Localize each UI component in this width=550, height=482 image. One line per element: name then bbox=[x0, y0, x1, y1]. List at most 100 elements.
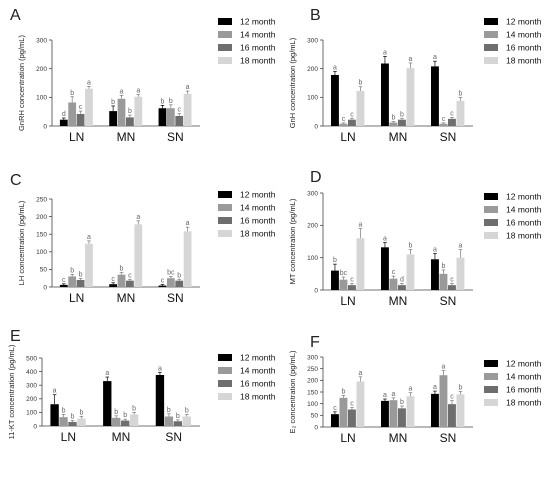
legend-label: 14 month bbox=[240, 30, 276, 40]
significance-label: c bbox=[392, 269, 396, 276]
y-tick-label: 200 bbox=[307, 378, 318, 385]
bar bbox=[59, 284, 68, 287]
significance-label: d bbox=[62, 111, 66, 118]
legend-label: 18 month bbox=[506, 56, 542, 66]
legend-swatch bbox=[218, 380, 232, 387]
category-label: SN bbox=[167, 130, 184, 144]
legend-label: 18 month bbox=[506, 231, 542, 241]
significance-label: b bbox=[458, 385, 462, 392]
legend-label: 16 month bbox=[506, 43, 542, 53]
legend-swatch bbox=[218, 57, 232, 64]
significance-label: a bbox=[53, 388, 57, 395]
panel-label-a: A bbox=[10, 7, 21, 24]
significance-label: a bbox=[441, 364, 445, 371]
significance-label: c bbox=[442, 116, 446, 123]
significance-label: b bbox=[167, 407, 171, 414]
significance-label: c bbox=[350, 277, 354, 284]
significance-label: b bbox=[341, 389, 345, 396]
y-tick-label: 0 bbox=[33, 423, 37, 430]
legend-label: 16 month bbox=[240, 43, 276, 53]
bar bbox=[398, 119, 406, 126]
legend-swatch bbox=[218, 191, 232, 198]
bar bbox=[129, 414, 139, 426]
y-tick-label: 300 bbox=[26, 383, 37, 390]
bar bbox=[59, 119, 68, 126]
legend-swatch bbox=[484, 193, 498, 200]
legend-swatch bbox=[484, 232, 498, 239]
bar bbox=[158, 285, 167, 287]
bar bbox=[356, 381, 365, 427]
y-tick-label: 0 bbox=[43, 123, 47, 130]
legend-swatch bbox=[218, 230, 232, 237]
legend-swatch bbox=[484, 386, 498, 393]
significance-label: b bbox=[111, 99, 115, 106]
significance-label: b bbox=[161, 98, 165, 105]
significance-label: b bbox=[333, 257, 337, 264]
y-tick-label: 100 bbox=[307, 255, 318, 262]
bar bbox=[68, 276, 77, 287]
bar bbox=[166, 278, 175, 287]
bar bbox=[406, 254, 415, 290]
bar bbox=[448, 118, 456, 126]
significance-label: b bbox=[391, 114, 395, 121]
significance-label: b bbox=[71, 414, 75, 421]
category-label: SN bbox=[165, 430, 182, 444]
significance-label: a bbox=[136, 214, 140, 221]
bar bbox=[68, 102, 77, 126]
panel-label-e: E bbox=[10, 328, 21, 345]
legend-swatch bbox=[218, 31, 232, 38]
significance-label: c bbox=[450, 110, 454, 117]
bar bbox=[381, 247, 389, 290]
significance-label: c bbox=[450, 394, 454, 401]
significance-label: a bbox=[433, 384, 437, 391]
legend-label: 14 month bbox=[240, 366, 276, 376]
bar bbox=[117, 98, 126, 126]
significance-label: a bbox=[408, 386, 412, 393]
bar bbox=[166, 108, 175, 126]
bar bbox=[406, 396, 415, 427]
significance-label: a bbox=[358, 222, 362, 229]
significance-label: c bbox=[350, 401, 354, 408]
significance-label: b bbox=[177, 272, 181, 279]
bar bbox=[356, 91, 365, 126]
significance-label: a bbox=[186, 220, 190, 227]
bar bbox=[398, 285, 406, 290]
bar bbox=[348, 285, 356, 290]
bar bbox=[134, 224, 143, 287]
panel-label-d: D bbox=[310, 169, 322, 186]
significance-label: c bbox=[333, 405, 337, 412]
significance-label: c bbox=[161, 278, 165, 285]
y-tick-label: 100 bbox=[307, 401, 318, 408]
bar bbox=[456, 394, 465, 427]
legend-label: 16 month bbox=[506, 385, 542, 395]
bar bbox=[431, 259, 439, 290]
legend-label: 12 month bbox=[240, 353, 276, 363]
legend-swatch bbox=[484, 44, 498, 51]
panel-e: E 0 100 200 300 400 500 11-KT concentration (pg… bbox=[7, 328, 276, 444]
bar bbox=[109, 284, 118, 287]
y-axis-label: LH concentration (pg/mL) bbox=[17, 200, 26, 285]
significance-label: a bbox=[87, 234, 91, 241]
legend-swatch bbox=[484, 219, 498, 226]
y-tick-label: 300 bbox=[307, 37, 318, 44]
legend-swatch bbox=[218, 44, 232, 51]
legend-swatch bbox=[484, 360, 498, 367]
bar bbox=[439, 375, 448, 427]
bar bbox=[183, 93, 192, 126]
bar bbox=[175, 115, 184, 126]
significance-label: b bbox=[458, 90, 462, 97]
bar bbox=[68, 421, 77, 426]
legend-swatch bbox=[484, 18, 498, 25]
significance-label: b bbox=[70, 267, 74, 274]
significance-label: c bbox=[342, 116, 346, 123]
y-axis-label: E₂ concentration (pg/mL) bbox=[288, 350, 297, 433]
bar bbox=[331, 270, 339, 290]
category-label: LN bbox=[69, 291, 84, 305]
y-tick-label: 500 bbox=[26, 355, 37, 362]
y-tick-label: 200 bbox=[26, 396, 37, 403]
bar bbox=[158, 108, 167, 126]
category-label: MN bbox=[117, 130, 136, 144]
y-tick-label: 250 bbox=[36, 196, 47, 203]
y-tick-label: 300 bbox=[307, 190, 318, 197]
